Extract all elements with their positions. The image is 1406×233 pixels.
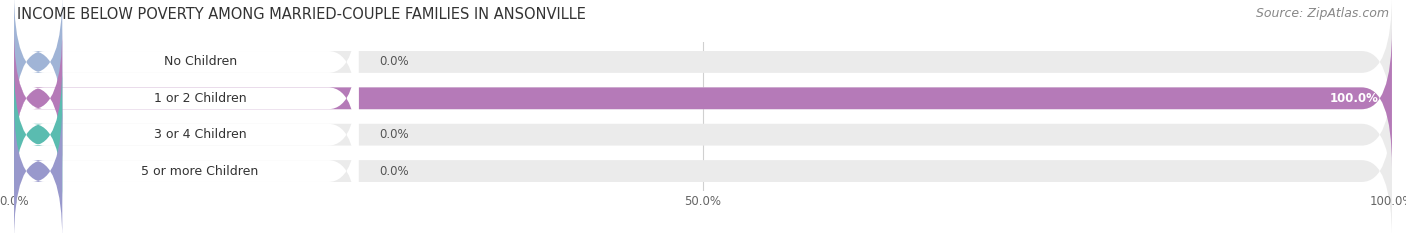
Text: No Children: No Children: [163, 55, 236, 69]
Text: 1 or 2 Children: 1 or 2 Children: [153, 92, 246, 105]
FancyBboxPatch shape: [14, 102, 62, 233]
Text: 0.0%: 0.0%: [380, 55, 409, 69]
FancyBboxPatch shape: [14, 102, 359, 233]
FancyBboxPatch shape: [14, 65, 1392, 204]
FancyBboxPatch shape: [14, 0, 62, 131]
FancyBboxPatch shape: [14, 29, 359, 168]
Text: 5 or more Children: 5 or more Children: [142, 164, 259, 178]
Text: INCOME BELOW POVERTY AMONG MARRIED-COUPLE FAMILIES IN ANSONVILLE: INCOME BELOW POVERTY AMONG MARRIED-COUPL…: [17, 7, 586, 22]
Text: 3 or 4 Children: 3 or 4 Children: [153, 128, 246, 141]
FancyBboxPatch shape: [14, 65, 359, 204]
FancyBboxPatch shape: [14, 0, 1392, 131]
FancyBboxPatch shape: [14, 29, 1392, 168]
FancyBboxPatch shape: [14, 29, 1392, 168]
FancyBboxPatch shape: [14, 102, 1392, 233]
FancyBboxPatch shape: [14, 29, 62, 168]
Text: 100.0%: 100.0%: [1329, 92, 1378, 105]
Text: 0.0%: 0.0%: [380, 164, 409, 178]
FancyBboxPatch shape: [14, 65, 62, 204]
Text: Source: ZipAtlas.com: Source: ZipAtlas.com: [1256, 7, 1389, 20]
Text: 0.0%: 0.0%: [380, 128, 409, 141]
FancyBboxPatch shape: [14, 0, 359, 131]
